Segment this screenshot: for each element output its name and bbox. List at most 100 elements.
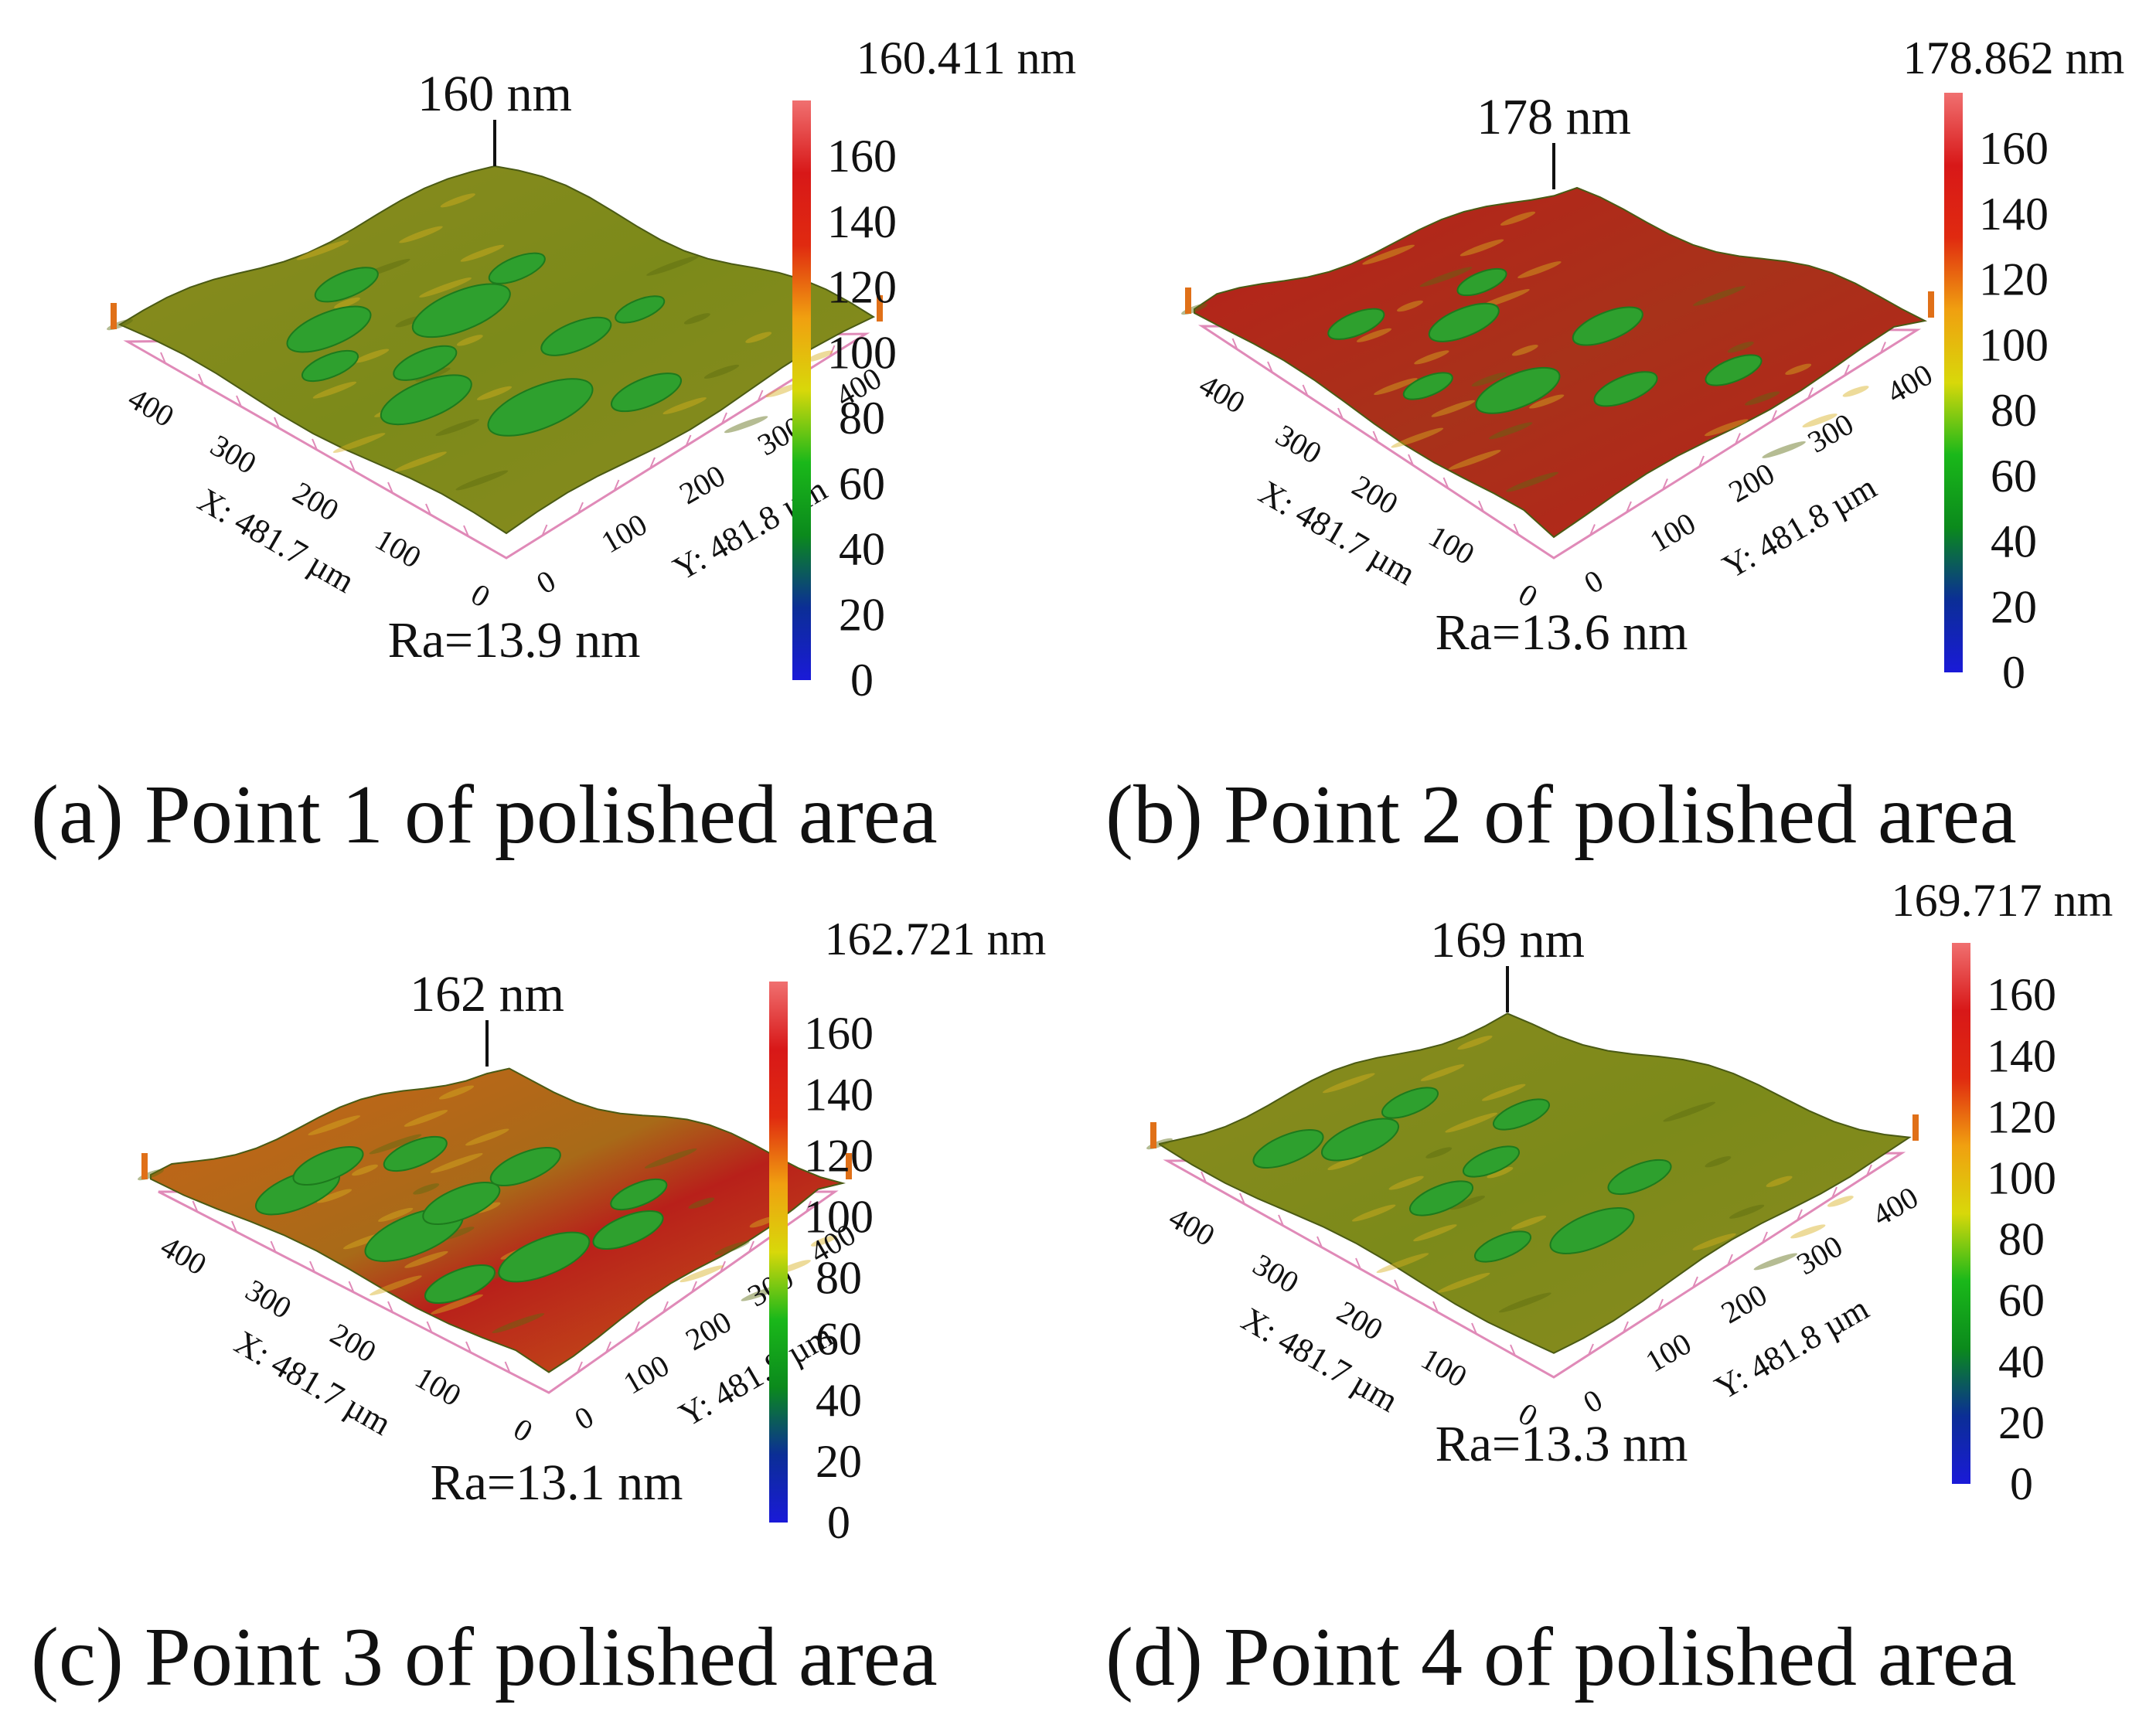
surface-speckle [1753, 1253, 1798, 1271]
green-patch [422, 1182, 501, 1225]
surface-speckle [1517, 261, 1562, 279]
green-patch [1593, 371, 1658, 407]
grid-line [349, 460, 356, 472]
corner-marker [141, 1153, 148, 1179]
corner-marker [1928, 291, 1934, 318]
surface-speckle [430, 1153, 483, 1173]
surface-speckle [1351, 1204, 1396, 1222]
grid-line [685, 434, 692, 447]
grid-line [312, 438, 318, 451]
corner-marker [877, 295, 883, 322]
green-patch [1705, 354, 1763, 386]
y-tick-label: 200 [679, 1304, 737, 1357]
grid-line [1844, 364, 1850, 376]
grid-line [662, 1301, 669, 1313]
surface-speckle [316, 1189, 353, 1203]
surface-speckle [1705, 1155, 1732, 1168]
green-patch [1572, 306, 1643, 346]
colorbar-tick-label: 100 [1987, 1153, 2056, 1204]
surface-speckle [404, 1110, 448, 1127]
x-tick-label: 400 [1163, 1199, 1221, 1253]
grid-line [1588, 1343, 1594, 1356]
colorbar-tick-label: 100 [804, 1192, 874, 1243]
surface-speckle [1414, 350, 1449, 365]
x-tick-label: 300 [1270, 417, 1327, 471]
colorbar-tick-label: 40 [1991, 516, 2037, 567]
surface-speckle [810, 1235, 837, 1247]
surface-body [118, 165, 876, 535]
surface-speckle [765, 383, 801, 398]
surface-speckle [296, 240, 349, 260]
surface-speckle [724, 416, 768, 434]
green-patch [615, 295, 666, 324]
colorbar-tick-label: 80 [839, 393, 885, 444]
surface-speckle [352, 1164, 378, 1176]
surface-speckle [1827, 1196, 1854, 1207]
y-tick-label: 100 [618, 1348, 675, 1401]
surface-speckle [1322, 1073, 1375, 1094]
colorbar-gradient-bar [769, 982, 788, 1523]
surface-speckle [1362, 244, 1415, 265]
grid-line [691, 1281, 697, 1293]
grid-line [387, 1301, 393, 1313]
surface-speckle [1785, 363, 1812, 376]
surface-speckle [332, 433, 386, 453]
surface-speckle [1487, 1166, 1514, 1179]
surface-speckle [1529, 394, 1565, 409]
colorbar-tick-label: 80 [1991, 385, 2037, 436]
colorbar-tick-label: 160 [827, 131, 897, 182]
surface-speckle [1356, 328, 1392, 342]
colorbar-tick-label: 80 [1998, 1214, 2045, 1265]
surface-speckle [1420, 1064, 1465, 1081]
green-patch [1462, 1145, 1521, 1178]
surface-speckle [1445, 1112, 1498, 1133]
surface-speckle [1431, 400, 1476, 417]
grid-line [1316, 1236, 1323, 1248]
green-patch [610, 373, 683, 413]
grid-line [748, 1240, 754, 1253]
surface-speckle [435, 419, 479, 437]
grid-line [1807, 387, 1814, 399]
surface-speckle [460, 244, 505, 262]
surface-speckle [399, 226, 443, 243]
surface-speckle [745, 332, 772, 343]
green-patch [498, 1231, 591, 1283]
grid-line [1355, 1257, 1361, 1270]
green-patch [286, 305, 372, 353]
colorbar-tick-label: 0 [2010, 1458, 2033, 1509]
grid-line [634, 1321, 640, 1333]
surface-speckle [644, 1148, 697, 1169]
x-tick-label: 100 [1423, 519, 1480, 572]
grid-line [1657, 1298, 1664, 1311]
surface-speckle [1448, 450, 1501, 470]
corner-marker [111, 303, 117, 329]
x-tick-label: 200 [1331, 1294, 1388, 1347]
surface-speckle [1802, 413, 1838, 428]
colorbar-max-label: 160.411 nm [857, 32, 1076, 83]
grid-line [1471, 1322, 1477, 1335]
green-patch [393, 345, 458, 381]
green-patch [1428, 302, 1500, 342]
colorbar: 169.717 nm 0 20 40 60 80 100 120 140 160 [1892, 875, 2113, 1509]
surface-speckle [1704, 419, 1749, 437]
grid-line [1626, 501, 1632, 513]
grid-line [463, 525, 469, 537]
surface-speckle [1498, 1292, 1551, 1313]
colorbar-tick-label: 20 [816, 1436, 862, 1487]
corner-marker [846, 1153, 852, 1179]
surface-speckle [1511, 344, 1538, 356]
surface-speckle [415, 367, 451, 382]
grid-line [425, 503, 431, 515]
colorbar-tick-label: 140 [827, 196, 897, 247]
surface-speckle [1471, 372, 1507, 387]
y-tick-label: 100 [1643, 505, 1701, 559]
y-tick-label: 100 [595, 506, 652, 560]
green-patch [1320, 1118, 1400, 1162]
surface-speckle [334, 297, 360, 309]
colorbar-tick-label: 20 [1991, 581, 2037, 632]
